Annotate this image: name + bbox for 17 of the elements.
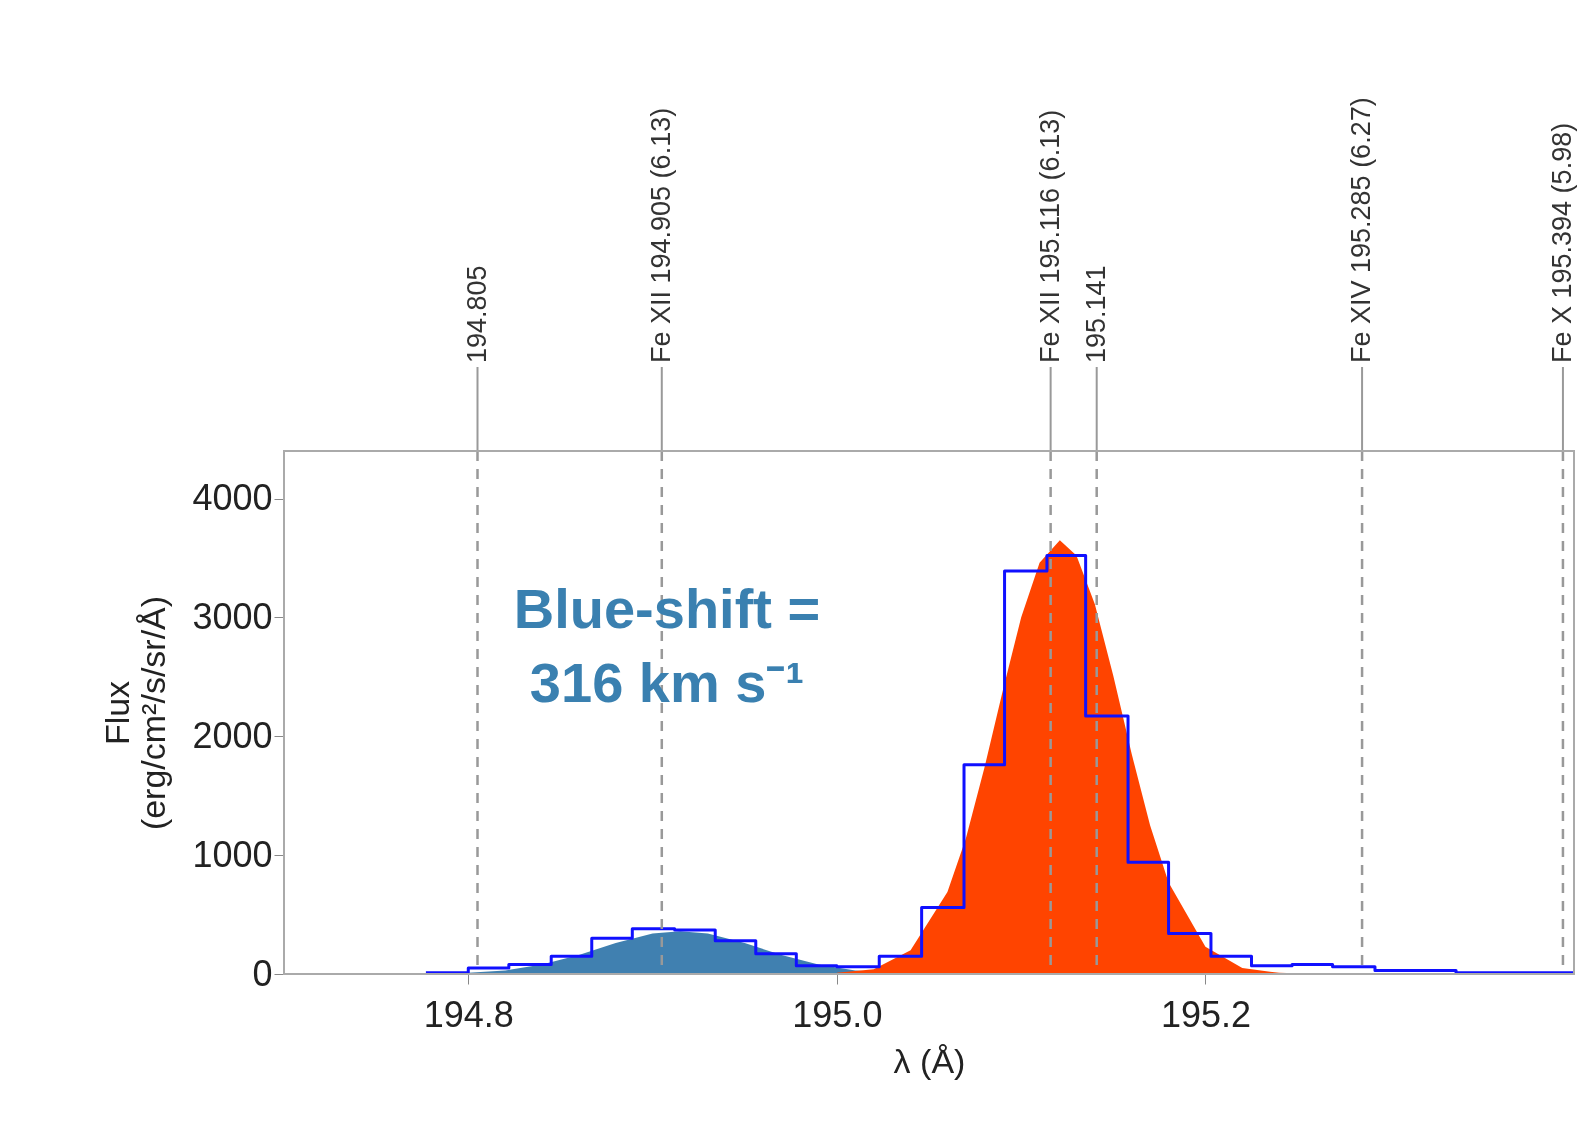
y-tick-label: 1000 [192, 833, 273, 875]
y-tick-label: 0 [252, 952, 273, 994]
ref-line-label: Fe XII 195.116 (6.13) [1034, 109, 1065, 363]
y-axis-title: Flux (erg/cm²/s/sr/Å) [98, 595, 173, 831]
ref-line-label: Fe X 195.394 (5.98) [1546, 122, 1577, 363]
ref-line-label: 194.805 [461, 265, 492, 363]
y-tick-label: 3000 [192, 595, 273, 637]
ref-line-label: Fe XII 194.905 (6.13) [645, 107, 676, 363]
y-tick-label: 4000 [192, 477, 273, 519]
x-tick-label: 195.2 [1160, 993, 1251, 1035]
x-axis-title: λ (Å) [893, 1041, 966, 1080]
x-tick-label: 194.8 [423, 993, 514, 1035]
ref-line-label: 195.141 [1080, 265, 1111, 363]
ref-line-label: Fe XIV 195.285 (6.27) [1346, 97, 1377, 363]
y-tick-label: 2000 [192, 714, 273, 756]
annotation: Blue-shift = 316 km s⁻¹ [513, 577, 821, 714]
x-tick-label: 195.0 [792, 993, 883, 1035]
